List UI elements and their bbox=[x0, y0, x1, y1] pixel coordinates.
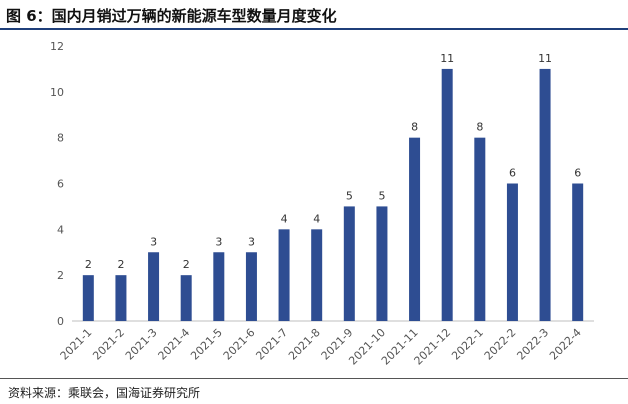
bar bbox=[213, 252, 225, 321]
data-label: 2 bbox=[117, 258, 124, 271]
data-label: 5 bbox=[346, 189, 353, 202]
bar bbox=[474, 137, 486, 321]
data-label: 6 bbox=[509, 167, 516, 180]
y-tick-label: 0 bbox=[57, 315, 64, 328]
x-tick-label: 2022-3 bbox=[514, 326, 551, 363]
x-tick-label: 2022-2 bbox=[482, 326, 519, 363]
x-tick-label: 2021-2 bbox=[90, 326, 127, 363]
data-label: 4 bbox=[313, 212, 320, 225]
data-labels: 2 2 3 2 3 3 4 4 5 5 8 11 8 6 11 6 bbox=[85, 52, 581, 271]
data-label: 5 bbox=[378, 189, 385, 202]
x-tick-label: 2021-5 bbox=[188, 326, 225, 363]
x-tick-label: 2021-3 bbox=[123, 326, 160, 363]
x-tick-label: 2021-7 bbox=[253, 326, 290, 363]
x-tick-label: 2021-6 bbox=[221, 326, 258, 363]
bar bbox=[572, 183, 584, 321]
x-tick-label: 2021-8 bbox=[286, 326, 323, 363]
data-label: 2 bbox=[85, 258, 92, 271]
figure-title: 图 6：国内月销过万辆的新能源车型数量月度变化 bbox=[6, 7, 337, 25]
x-axis: 2021-12021-22021-32021-42021-52021-62021… bbox=[58, 320, 594, 368]
source-note: 资料来源：乘联会，国海证券研究所 bbox=[8, 386, 201, 400]
x-tick-label: 2022-4 bbox=[547, 326, 584, 363]
x-tick-label: 2021-1 bbox=[58, 326, 95, 363]
bar bbox=[539, 68, 551, 321]
data-label: 8 bbox=[476, 121, 483, 134]
bar bbox=[311, 229, 323, 321]
data-label: 3 bbox=[150, 235, 157, 248]
bar-chart: 0 2 4 6 8 10 12 2021-12021-22021-32021-42021-5… bbox=[50, 40, 594, 368]
bar-series bbox=[82, 68, 584, 321]
data-label: 4 bbox=[281, 212, 288, 225]
y-tick-label: 2 bbox=[57, 269, 64, 282]
figure-title-bar: 图 6：国内月销过万辆的新能源车型数量月度变化 bbox=[0, 0, 628, 30]
y-tick-label: 12 bbox=[50, 40, 64, 53]
data-label: 3 bbox=[248, 235, 255, 248]
x-tick-label: 2022-1 bbox=[449, 326, 486, 363]
bar bbox=[115, 275, 127, 321]
data-label: 6 bbox=[574, 167, 581, 180]
y-axis: 0 2 4 6 8 10 12 bbox=[50, 40, 64, 328]
x-tick-label: 2021-4 bbox=[156, 326, 193, 363]
data-label: 2 bbox=[183, 258, 190, 271]
data-label: 11 bbox=[440, 52, 454, 65]
bar bbox=[148, 252, 160, 321]
data-label: 3 bbox=[215, 235, 222, 248]
bar bbox=[376, 206, 388, 321]
bar bbox=[441, 68, 453, 321]
x-tick-label: 2021-12 bbox=[412, 326, 454, 368]
data-label: 8 bbox=[411, 121, 418, 134]
source-bar: 资料来源：乘联会，国海证券研究所 bbox=[0, 378, 628, 404]
y-tick-label: 4 bbox=[57, 223, 64, 236]
y-tick-label: 6 bbox=[57, 178, 64, 191]
bar bbox=[278, 229, 290, 321]
data-label: 11 bbox=[538, 52, 552, 65]
bar bbox=[506, 183, 518, 321]
y-tick-label: 8 bbox=[57, 132, 64, 145]
bar bbox=[245, 252, 257, 321]
bar bbox=[409, 137, 421, 321]
bar bbox=[343, 206, 355, 321]
bar bbox=[180, 275, 192, 321]
bar bbox=[82, 275, 94, 321]
y-tick-label: 10 bbox=[50, 86, 64, 99]
